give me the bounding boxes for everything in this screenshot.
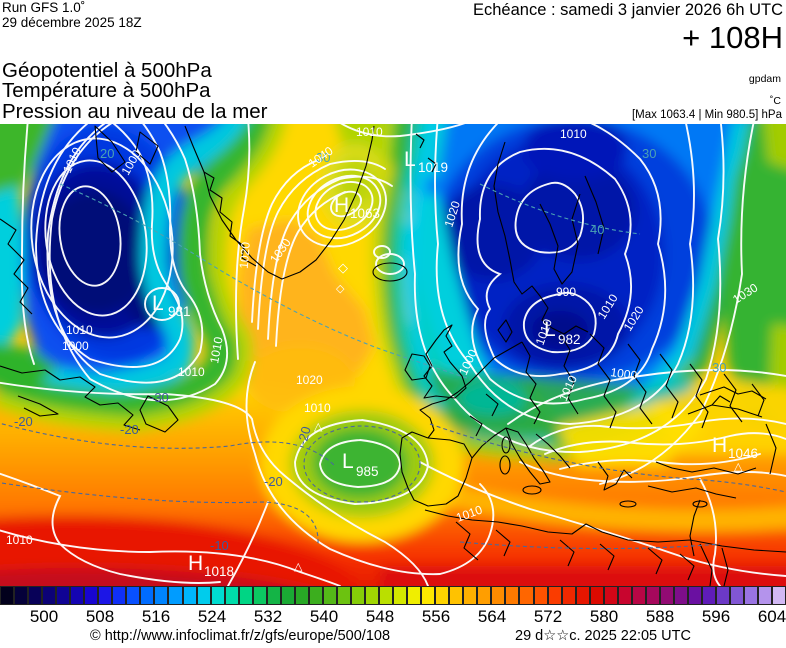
svg-text:30: 30 — [642, 146, 656, 161]
svg-text:◇: ◇ — [336, 283, 345, 295]
svg-text:-20: -20 — [14, 414, 33, 429]
svg-text:H: H — [188, 552, 203, 575]
svg-text:1010: 1010 — [560, 127, 587, 141]
svg-text:981: 981 — [168, 304, 191, 319]
svg-text:L: L — [342, 450, 354, 473]
svg-text:H: H — [334, 194, 349, 217]
svg-text:1000: 1000 — [610, 365, 639, 383]
svg-text:20: 20 — [100, 146, 114, 161]
svg-text:985: 985 — [356, 464, 379, 479]
svg-text:1000: 1000 — [62, 339, 89, 353]
svg-text:1010: 1010 — [304, 401, 331, 415]
svg-text:H: H — [712, 434, 727, 457]
svg-text:1010: 1010 — [207, 335, 225, 364]
svg-text:1046: 1046 — [728, 446, 758, 461]
svg-text:1020: 1020 — [237, 241, 253, 269]
svg-text:△: △ — [314, 421, 323, 433]
svg-text:-20: -20 — [120, 422, 139, 437]
svg-text:-20: -20 — [294, 425, 313, 447]
svg-text:1063: 1063 — [350, 206, 380, 221]
svg-text:L: L — [544, 318, 556, 341]
svg-text:-10: -10 — [210, 538, 229, 553]
svg-text:1020: 1020 — [296, 373, 323, 387]
svg-text:40: 40 — [590, 222, 604, 237]
svg-text:△: △ — [734, 461, 743, 473]
svg-text:1010: 1010 — [6, 533, 33, 547]
svg-text:-30: -30 — [150, 390, 169, 405]
svg-text:L: L — [152, 292, 164, 315]
svg-text:1019: 1019 — [418, 160, 448, 175]
svg-text:△: △ — [294, 561, 303, 573]
svg-text:1010: 1010 — [178, 365, 205, 379]
svg-text:1010: 1010 — [356, 125, 383, 139]
svg-text:1018: 1018 — [204, 564, 234, 579]
svg-text:-20: -20 — [264, 474, 283, 489]
svg-text:990: 990 — [556, 285, 576, 299]
svg-text:30: 30 — [712, 360, 726, 375]
svg-text:30: 30 — [316, 150, 330, 165]
svg-text:982: 982 — [558, 332, 581, 347]
svg-text:1010: 1010 — [66, 323, 93, 337]
svg-text:◇: ◇ — [338, 260, 348, 275]
svg-text:L: L — [404, 148, 416, 171]
